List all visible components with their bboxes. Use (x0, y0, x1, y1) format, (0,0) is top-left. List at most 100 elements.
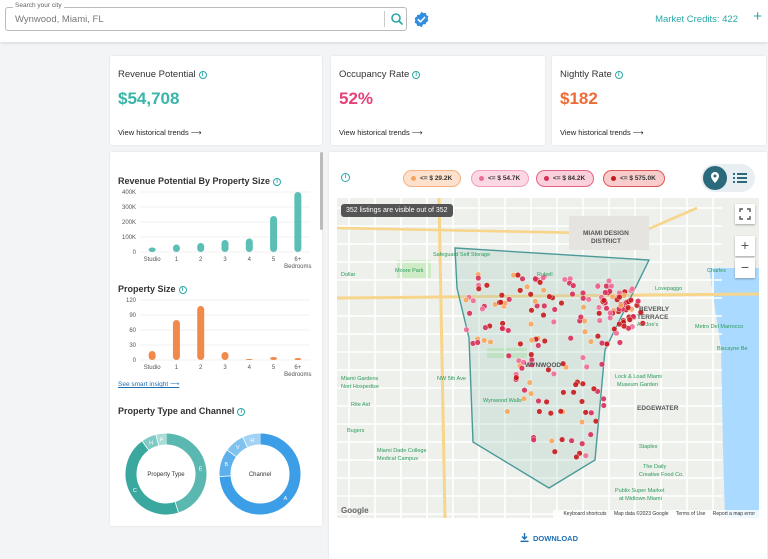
map-poi-label[interactable]: Miami Dade College (377, 448, 427, 454)
bar[interactable] (270, 216, 278, 252)
listing-marker[interactable] (543, 398, 550, 405)
listing-marker[interactable] (530, 436, 537, 443)
info-icon[interactable]: i (412, 71, 421, 79)
listing-marker[interactable] (579, 354, 586, 361)
listing-marker[interactable] (532, 298, 539, 305)
listing-marker[interactable] (520, 395, 527, 402)
listing-marker[interactable] (603, 283, 610, 290)
listing-marker[interactable] (521, 387, 528, 394)
listing-marker[interactable] (590, 385, 597, 392)
bar[interactable] (221, 352, 229, 360)
bar[interactable] (172, 320, 180, 360)
map-poi-label[interactable]: Dollar (341, 272, 356, 278)
listing-marker[interactable] (481, 337, 488, 344)
listing-marker[interactable] (463, 326, 470, 333)
map-poi-label[interactable]: Rite Aid (351, 402, 370, 408)
listing-marker[interactable] (592, 418, 599, 425)
listing-marker[interactable] (487, 338, 494, 345)
listing-marker[interactable] (526, 379, 533, 386)
info-icon[interactable]: i (273, 178, 282, 186)
donut-slice[interactable] (219, 433, 301, 515)
info-icon[interactable]: i (198, 71, 207, 79)
listing-marker[interactable] (626, 316, 633, 323)
listing-marker[interactable] (601, 297, 608, 304)
listing-marker[interactable] (587, 338, 594, 345)
listing-marker[interactable] (583, 363, 590, 370)
listing-marker[interactable] (499, 320, 506, 327)
map-poi-label[interactable]: Miami Gardens (341, 376, 379, 382)
city-search-box[interactable]: Search your city Wynwood, Miami, FL (5, 2, 407, 31)
listing-marker[interactable] (547, 410, 554, 417)
listing-marker[interactable] (498, 292, 505, 299)
historical-trends-link[interactable]: View historical trends ⟶ (118, 128, 202, 137)
listing-marker[interactable] (551, 448, 558, 455)
map-view-button[interactable] (703, 166, 727, 190)
listing-marker[interactable] (518, 365, 525, 372)
bar[interactable] (148, 351, 156, 360)
map-poi-label[interactable]: Museum Garden (617, 382, 658, 388)
listing-marker[interactable] (596, 317, 603, 324)
listing-marker[interactable] (596, 310, 603, 317)
listing-marker[interactable] (527, 291, 534, 298)
map-poi-label[interactable]: Safeguard Self Storage (433, 252, 491, 258)
bar[interactable] (197, 306, 205, 360)
listing-marker[interactable] (560, 360, 567, 367)
map-poi-label[interactable]: The Daily (643, 464, 667, 470)
map-poi-label[interactable]: Rubell (537, 272, 553, 278)
map-poi-label[interactable]: NW 5th Ave (437, 376, 466, 382)
smart-insight-link[interactable]: See smart insight ⟶ (118, 381, 180, 388)
info-icon[interactable]: i (178, 286, 187, 294)
donut-slice[interactable] (165, 433, 207, 513)
listing-marker[interactable] (558, 300, 565, 307)
listing-marker[interactable] (588, 409, 595, 416)
listing-marker[interactable] (603, 340, 610, 347)
bar[interactable] (221, 240, 229, 252)
listing-marker[interactable] (579, 289, 586, 296)
listing-marker[interactable] (546, 293, 553, 300)
listing-marker[interactable] (629, 285, 636, 292)
listing-marker[interactable] (517, 287, 524, 294)
listing-marker[interactable] (616, 321, 623, 328)
map-poi-label[interactable]: Moore Park (395, 268, 424, 274)
listing-marker[interactable] (608, 282, 615, 289)
bar[interactable] (172, 244, 180, 253)
listing-marker[interactable] (569, 291, 576, 298)
map-poi-label[interactable]: Staples (639, 444, 658, 450)
listing-marker[interactable] (594, 333, 601, 340)
listing-marker[interactable] (479, 305, 486, 312)
listing-marker[interactable] (475, 275, 482, 282)
listing-marker[interactable] (606, 277, 613, 284)
map-poi-label[interactable]: Wynwood Walls (483, 398, 522, 404)
listing-marker[interactable] (616, 294, 623, 301)
listing-marker[interactable] (585, 296, 592, 303)
listing-marker[interactable] (579, 440, 586, 447)
legend-pill[interactable]: <= $ 29.2K (403, 170, 462, 187)
listing-marker[interactable] (602, 289, 609, 296)
map-info-icon[interactable]: i (341, 173, 350, 182)
legend-pill[interactable]: <= $ 575.0K (603, 170, 665, 187)
listing-marker[interactable] (582, 409, 589, 416)
listing-marker[interactable] (513, 374, 520, 381)
historical-trends-link[interactable]: View historical trends ⟶ (339, 128, 423, 137)
map-poi-label[interactable]: Publix Super Market (615, 488, 665, 494)
listing-marker[interactable] (561, 276, 568, 283)
map-poi-label[interactable]: Nort Hospedise (341, 384, 379, 390)
listing-marker[interactable] (609, 293, 616, 300)
zoom-out-button[interactable]: − (735, 258, 755, 278)
map-poi-label[interactable]: Creative Food Co. (639, 472, 684, 478)
listing-marker[interactable] (599, 340, 606, 347)
download-button[interactable]: DOWNLOAD (520, 533, 578, 543)
map-poi-label[interactable]: Charles (707, 268, 726, 274)
listing-marker[interactable] (545, 366, 552, 373)
info-icon[interactable]: i (237, 408, 246, 416)
listing-marker[interactable] (580, 295, 587, 302)
bar[interactable] (197, 243, 205, 252)
listing-marker[interactable] (524, 283, 531, 290)
listing-marker[interactable] (483, 282, 490, 289)
bar[interactable] (270, 357, 278, 360)
bar[interactable] (294, 358, 302, 360)
listing-marker[interactable] (578, 398, 585, 405)
listing-marker[interactable] (536, 408, 543, 415)
listing-marker[interactable] (577, 314, 584, 321)
panel-scrollbar[interactable] (320, 152, 323, 230)
